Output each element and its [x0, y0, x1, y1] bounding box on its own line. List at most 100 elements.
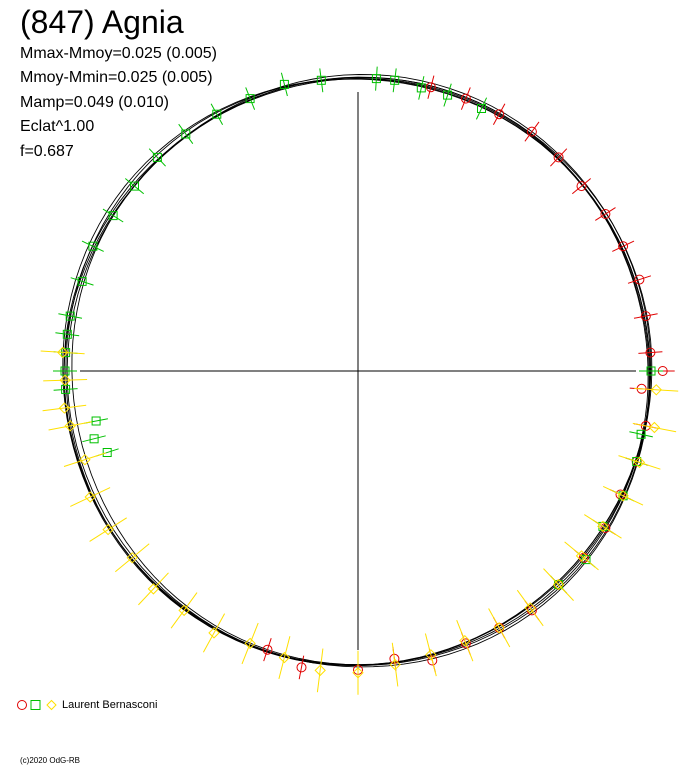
error-bar-0-10 [638, 351, 663, 354]
diamond-point-3 [617, 490, 629, 502]
legend-square-icon [30, 700, 41, 710]
square-point-10 [108, 211, 118, 221]
square-point-14 [212, 109, 222, 119]
error-bar-0-8 [627, 275, 652, 284]
error-bar-2-13 [316, 648, 324, 693]
error-bar-1-3 [53, 388, 78, 391]
circle-point-4 [553, 152, 564, 163]
square-point-2 [91, 416, 101, 426]
circle-point-9 [640, 311, 651, 322]
error-bar-2-11 [391, 642, 399, 687]
diamond-point-7 [524, 602, 536, 614]
circle-point-7 [618, 241, 629, 252]
diamond-point-8 [493, 622, 505, 634]
square-point-15 [245, 94, 255, 104]
data-points [40, 66, 679, 695]
diamond-point-9 [459, 634, 471, 647]
diamond-point-21 [84, 491, 96, 503]
error-bar-0-4 [550, 148, 568, 167]
circle-point-21 [460, 638, 471, 649]
error-bar-1-24 [629, 431, 653, 438]
diamond-point-0 [650, 384, 663, 396]
error-bar-0-25 [298, 655, 305, 680]
error-bar-0-2 [492, 103, 506, 126]
error-bar-2-5 [564, 541, 599, 571]
square-point-8 [77, 276, 87, 286]
square-point-27 [598, 521, 608, 531]
diamond-point-15 [244, 637, 256, 650]
error-bar-2-6 [543, 568, 574, 601]
square-point-18 [371, 74, 381, 84]
chart-title: (847) Agnia [20, 4, 184, 40]
stat-mmoy-mmin: Mmoy-Mmin=0.025 (0.005) [20, 69, 213, 86]
error-bar-1-10 [102, 208, 124, 223]
square-point-19 [390, 75, 400, 85]
error-bar-0-9 [633, 313, 658, 319]
error-bar-1-15 [245, 87, 256, 110]
error-bar-1-20 [418, 76, 425, 100]
square-point-22 [477, 104, 486, 113]
error-bar-2-25 [43, 379, 88, 382]
circle-point-0 [425, 82, 436, 93]
diamond-point-5 [575, 550, 588, 562]
diamond-point-22 [79, 453, 91, 466]
error-bar-2-4 [584, 514, 622, 539]
diamond-point-2 [633, 456, 646, 469]
circle-point-8 [634, 274, 645, 285]
diamond-point-11 [389, 658, 401, 671]
error-bar-2-16 [202, 613, 226, 653]
diamond-point-13 [314, 664, 326, 677]
square-point-21 [443, 90, 453, 100]
error-bar-2-17 [170, 592, 198, 629]
square-point-16 [279, 79, 289, 89]
error-bar-1-8 [70, 277, 94, 286]
circle-point-15 [615, 489, 626, 500]
square-point-12 [152, 152, 162, 162]
diamond-point-26 [56, 346, 69, 359]
square-point-6 [62, 329, 72, 339]
diamond-point-6 [552, 578, 565, 591]
error-bar-0-7 [612, 240, 635, 252]
diamond-point-14 [278, 651, 291, 664]
circle-point-2 [494, 109, 505, 120]
error-bar-1-12 [148, 148, 166, 167]
plot-axes [80, 92, 636, 650]
square-point-7 [65, 311, 75, 321]
error-bar-1-13 [178, 123, 194, 144]
square-point-1 [89, 434, 99, 444]
error-bar-1-22 [475, 97, 488, 120]
square-point-20 [416, 83, 426, 93]
error-bar-2-22 [63, 452, 106, 467]
error-bar-0-1 [460, 87, 471, 110]
square-point-11 [130, 181, 139, 191]
error-bar-2-14 [278, 636, 291, 680]
error-bar-1-14 [210, 103, 224, 126]
error-bar-1-16 [280, 72, 288, 97]
copyright-notice: (c)2020 OdG-RB [20, 756, 81, 765]
error-bar-2-24 [42, 404, 87, 412]
circle-point-1 [460, 93, 471, 104]
circle-point-5 [576, 181, 587, 192]
error-bar-2-2 [618, 455, 661, 470]
diamond-point-23 [64, 420, 76, 432]
error-bar-2-18 [138, 572, 169, 606]
error-bar-1-6 [55, 332, 80, 337]
square-point-24 [636, 429, 646, 439]
circle-point-25 [296, 662, 307, 673]
error-bar-0-26 [263, 638, 272, 662]
circle-point-10 [645, 347, 656, 358]
error-bar-2-7 [516, 589, 544, 627]
square-point-17 [316, 75, 326, 85]
error-bar-2-23 [48, 421, 92, 431]
legend-circle-icon [17, 700, 27, 710]
error-bar-1-9 [81, 240, 104, 252]
error-bar-1-7 [58, 313, 83, 319]
error-bar-1-1 [82, 435, 106, 443]
legend-author: Laurent Bernasconi [62, 699, 158, 711]
error-bar-2-0 [634, 387, 679, 392]
error-bar-2-26 [40, 350, 85, 355]
diamond-point-20 [102, 523, 114, 536]
error-bar-1-17 [319, 68, 324, 93]
diamond-point-12 [352, 667, 364, 679]
error-bar-0-5 [571, 178, 592, 195]
